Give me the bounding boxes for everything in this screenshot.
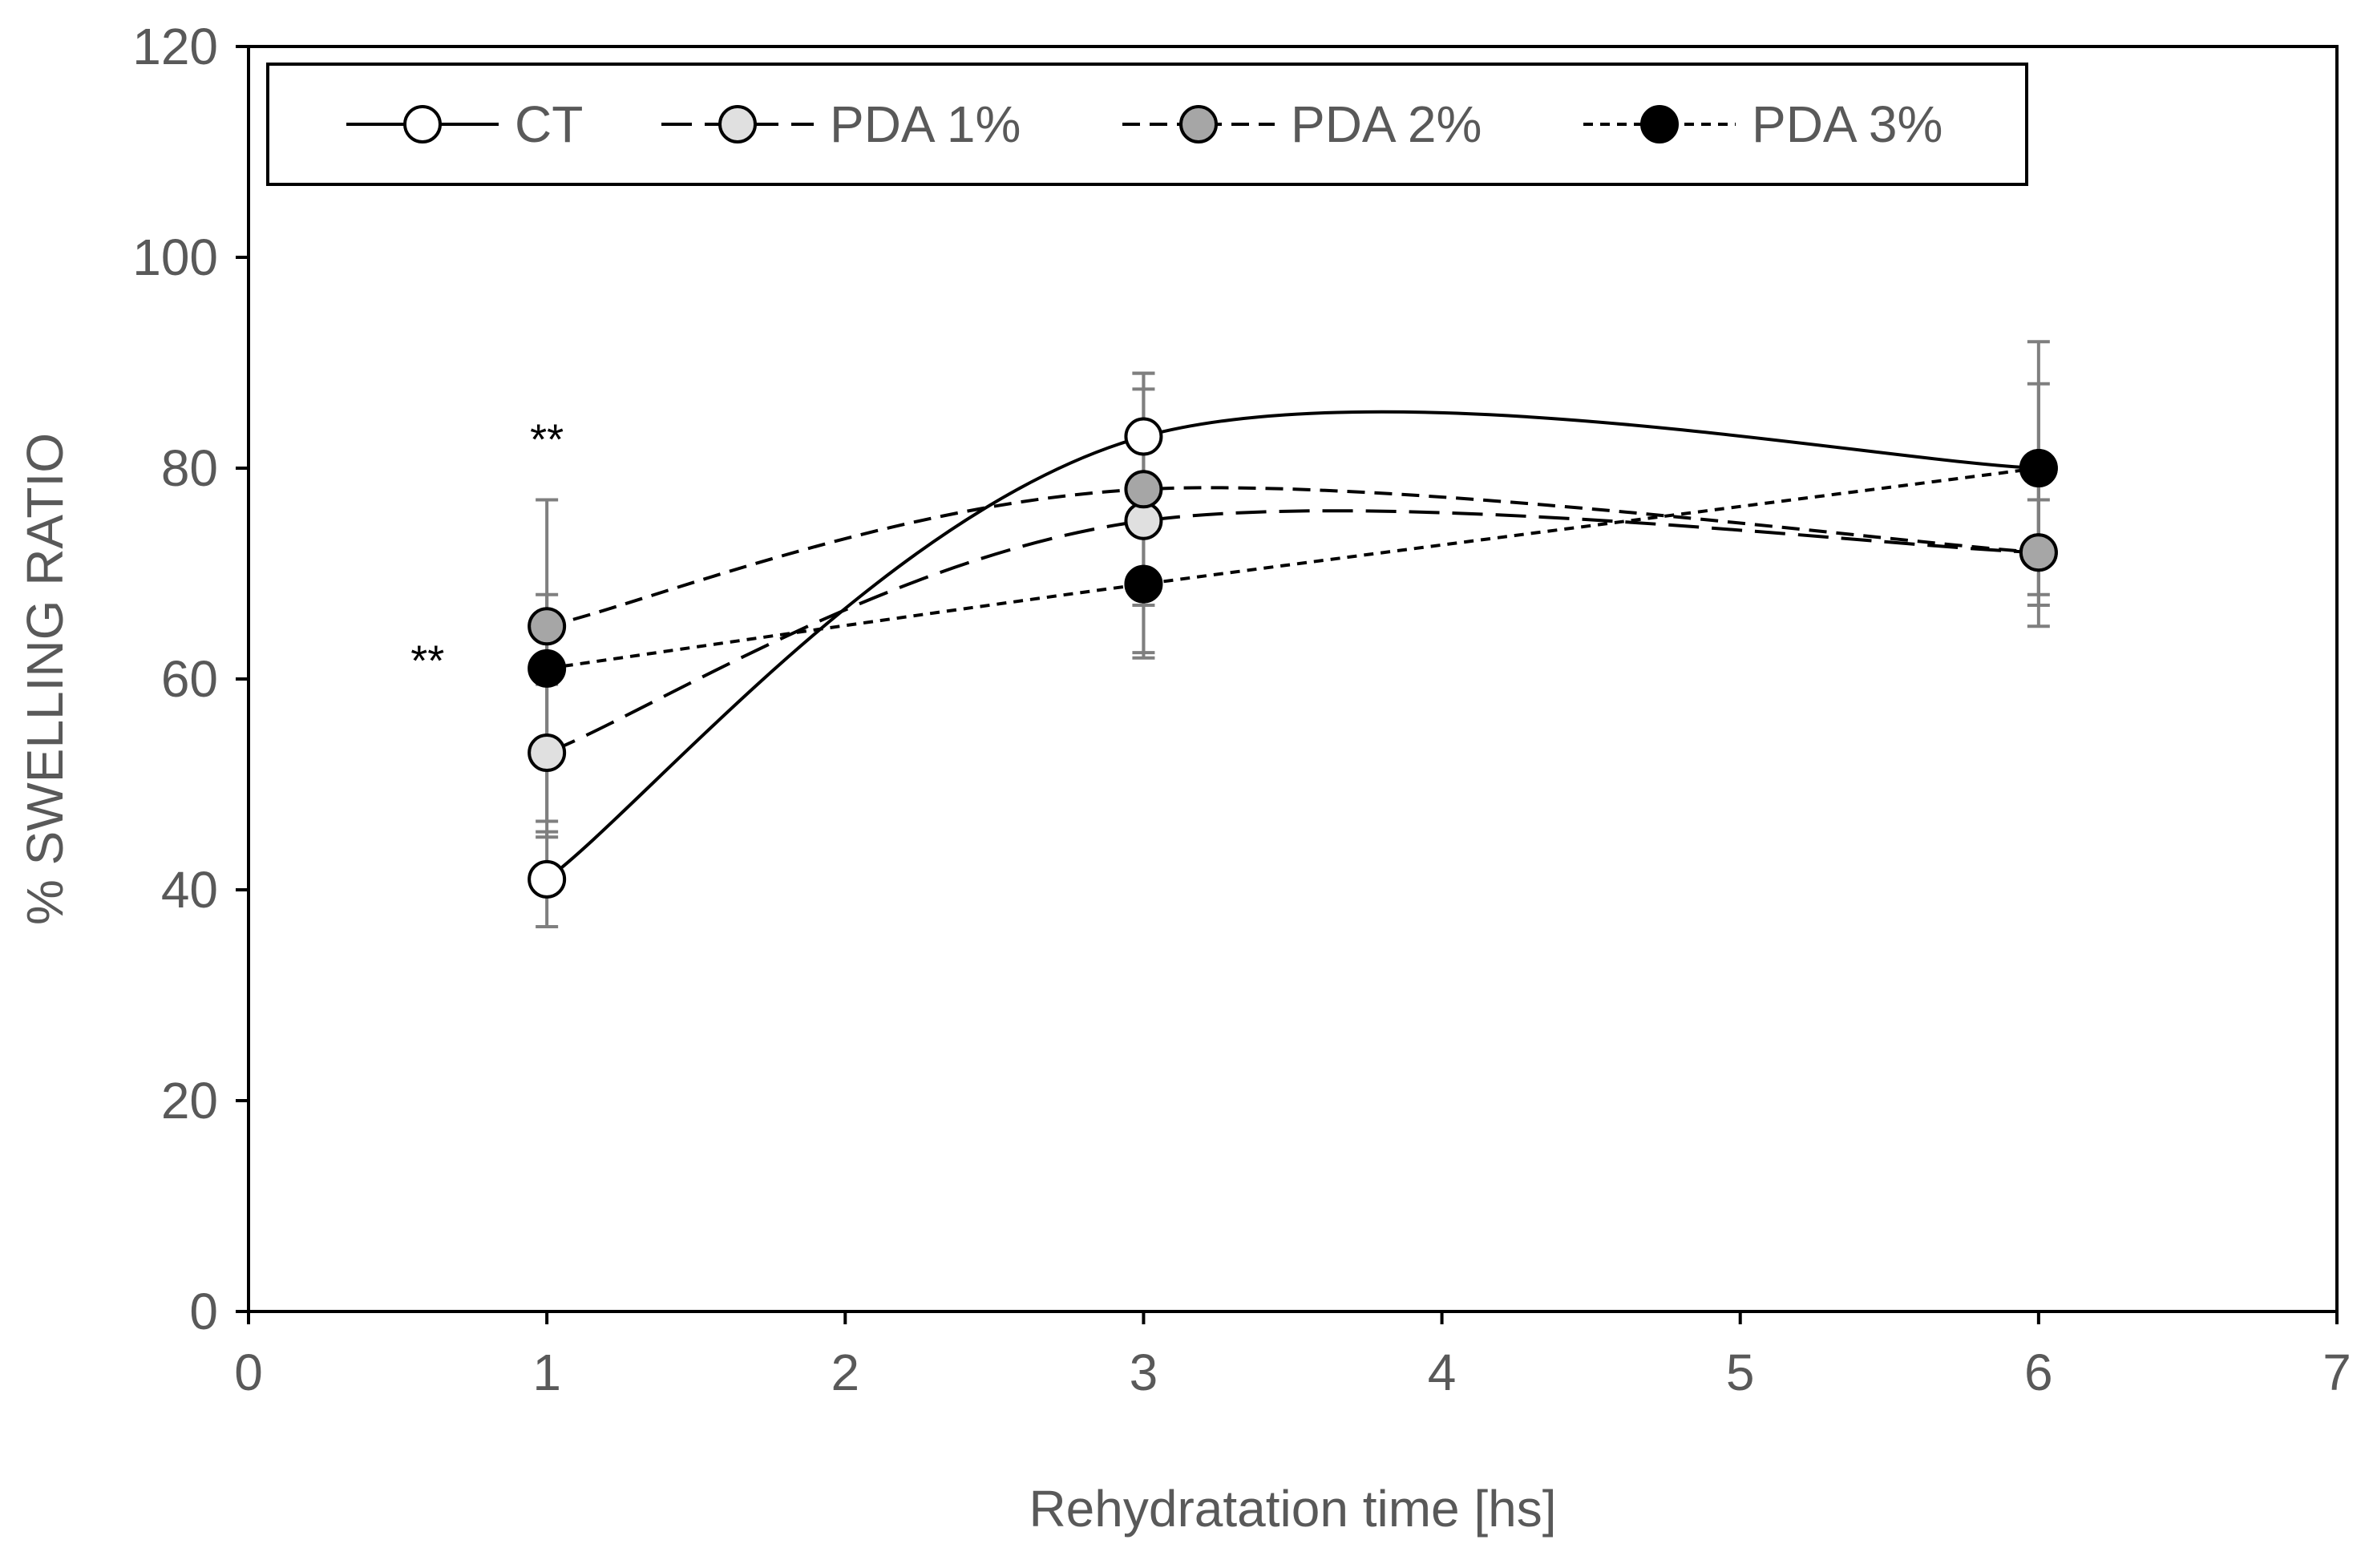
series-lines-group [545,410,2040,881]
data-point [2019,449,2058,487]
data-point [1124,417,1163,456]
legend-label: PDA 3% [1752,95,1942,153]
error-bars-group [536,340,2050,929]
legend-item: PDA 3% [1583,95,1942,153]
significance-annotation: ** [410,637,444,685]
data-point [2019,533,2058,572]
legend-marker [718,105,757,143]
x-tick-label: 4 [1428,1344,1457,1401]
x-tick-label: 3 [1130,1344,1158,1401]
legend-box [266,63,2028,186]
y-tick-label: 80 [161,439,218,497]
y-tick-label: 20 [161,1072,218,1130]
legend-item: CT [346,95,583,153]
significance-annotation: ** [530,416,564,464]
data-point [528,859,567,899]
legend-label: PDA 1% [830,95,1021,153]
x-tick-label: 2 [831,1344,859,1401]
x-tick-label: 0 [234,1344,263,1401]
series-line [546,509,2039,754]
data-point [1124,501,1163,540]
y-tick-label: 120 [132,18,218,75]
y-tick-label: 40 [161,861,218,919]
series-line [545,410,2039,881]
x-tick-label: 6 [2024,1344,2053,1401]
markers-group [528,417,2058,899]
axes-group: 0 20 40 60 80 100 120 0 1 2 3 4 5 6 7 Rehydratation tim… [16,18,2351,1538]
y-tick-label: 0 [189,1283,218,1340]
data-point [528,649,567,688]
data-point [1124,564,1163,604]
x-tick-label: 7 [2323,1344,2351,1401]
y-axis-title: % SWELLING RATIO [16,433,74,925]
annotations-group: ** ** [410,416,564,685]
legend-label: CT [515,95,583,153]
legend: CT PDA 1% PDA 2% PDA 3% [266,63,2028,186]
series-line [546,486,2040,628]
y-tick-label: 100 [132,228,218,286]
legend-marker [1640,105,1679,143]
legend-item: PDA 2% [1122,95,1482,153]
data-point [528,733,567,773]
legend-marker [1179,105,1218,143]
series-line [546,467,2040,670]
data-point [1124,470,1163,509]
legend-marker [403,105,442,143]
x-tick-label: 1 [532,1344,561,1401]
legend-item: PDA 1% [661,95,1021,153]
x-tick-label: 5 [1726,1344,1755,1401]
legend-label: PDA 2% [1291,95,1482,153]
x-axis-title: Rehydratation time [hs] [1029,1480,1556,1538]
data-point [528,607,567,646]
y-tick-label: 60 [161,650,218,708]
